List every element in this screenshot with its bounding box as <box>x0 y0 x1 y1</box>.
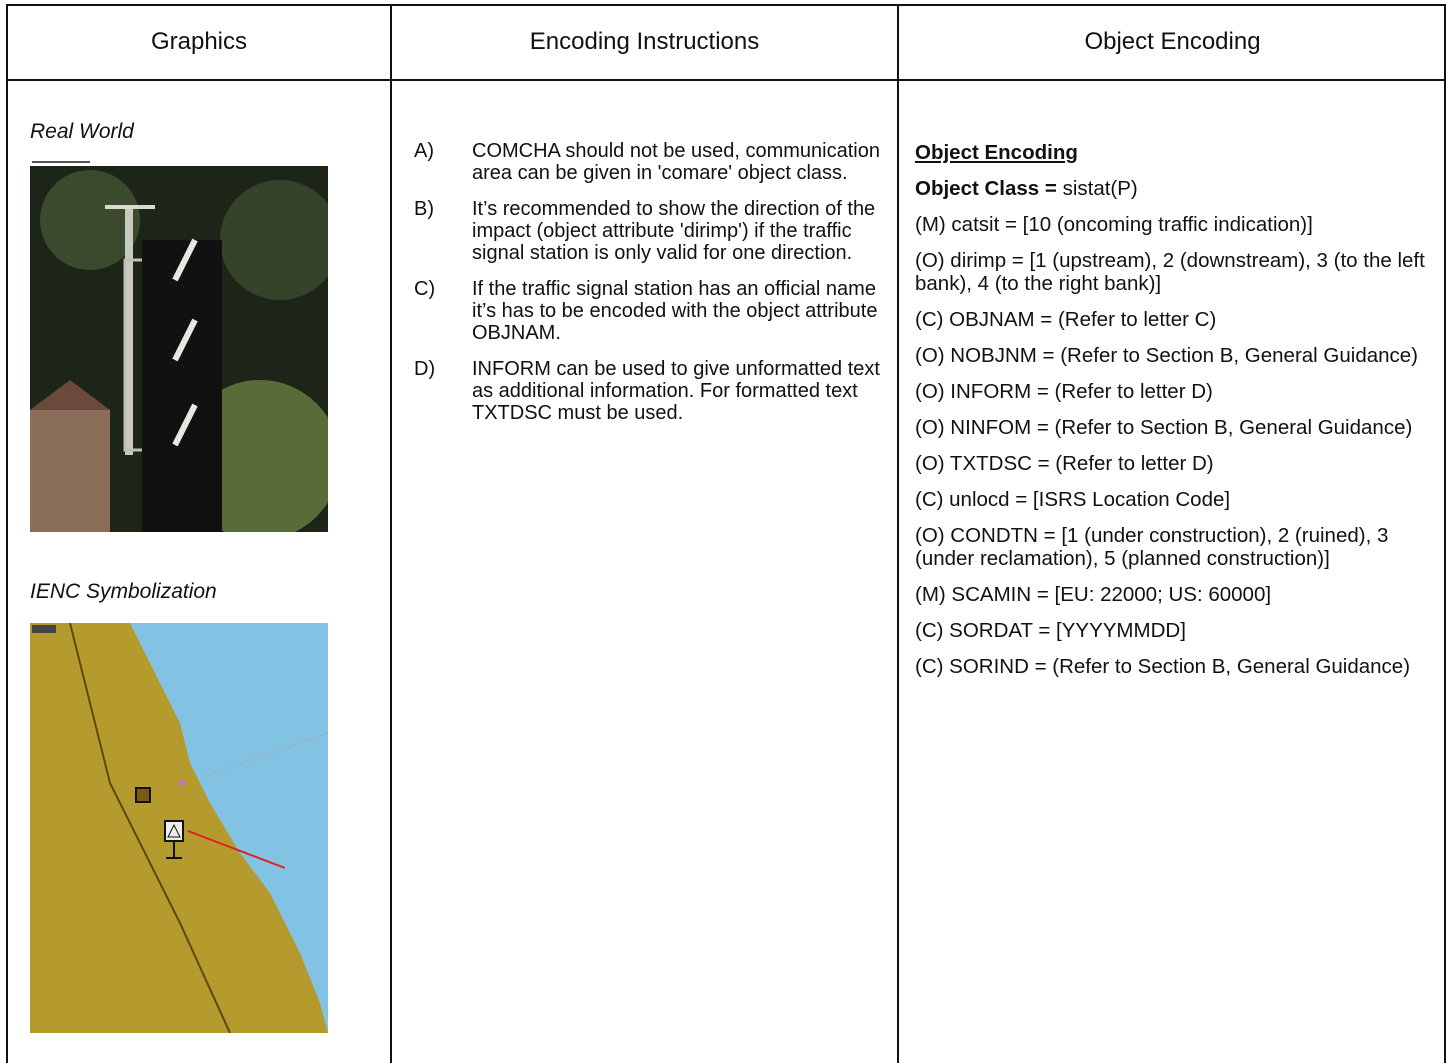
real-world-photo <box>30 161 328 532</box>
attribute-line: (C) SORDAT = [YYYYMMDD] <box>915 619 1186 642</box>
attribute-line: (O) TXTDSC = (Refer to letter D) <box>915 452 1214 475</box>
attribute-line: (O) NOBJNM = (Refer to Section B, Genera… <box>915 344 1419 367</box>
column-divider <box>897 4 899 1063</box>
graphic-caption: Real World <box>30 120 134 143</box>
attribute-line: (C) OBJNAM = (Refer to letter C) <box>915 308 1217 331</box>
header-divider <box>6 79 1446 81</box>
attribute-line: (O) dirimp = [1 (upstream), 2 (downstrea… <box>915 249 1425 295</box>
item-letter: B) <box>414 198 434 220</box>
column-header: Object Encoding <box>1084 28 1261 55</box>
instruction-item: B) It’s recommended to show the direction… <box>414 198 884 264</box>
graphic-caption: IENC Symbolization <box>30 580 217 603</box>
class-value: sistat(P) <box>1062 177 1138 200</box>
instruction-item: A) COMCHA should not be used, communicati… <box>414 140 884 184</box>
column-header: Encoding Instructions <box>529 28 760 55</box>
item-text: INFORM can be used to give unformatted t… <box>472 358 880 424</box>
ienc-symbol-map <box>30 623 328 1033</box>
instruction-item: C) If the traffic signal station has an o… <box>414 278 884 344</box>
instructions: A) COMCHA should not be used, communicati… <box>414 140 884 438</box>
object-class: Object Class = sistat(P) <box>915 177 1430 200</box>
item-text: It’s recommended to show the direction o… <box>472 198 876 264</box>
object-encoding: Object Encoding Object Class = sistat(P)… <box>915 141 1430 691</box>
section-heading: Object Encoding <box>915 141 1078 164</box>
attribute-line: (O) INFORM = (Refer to letter D) <box>915 380 1213 403</box>
attribute-line: (M) SCAMIN = [EU: 22000; US: 60000] <box>915 583 1272 606</box>
item-text: COMCHA should not be used, communication… <box>472 140 880 184</box>
instruction-item: D) INFORM can be used to give unformatted… <box>414 358 884 424</box>
table-frame <box>6 4 1446 1063</box>
attribute-line: (O) CONDTN = [1 (under construction), 2 … <box>915 524 1389 570</box>
column-header: Graphics <box>150 28 248 55</box>
item-letter: C) <box>414 278 436 300</box>
column-divider <box>390 4 392 1063</box>
attribute-line: (C) unlocd = [ISRS Location Code] <box>915 488 1231 511</box>
attribute-line: (O) NINFOM = (Refer to Section B, Genera… <box>915 416 1413 439</box>
attribute-line: (C) SORIND = (Refer to Section B, Genera… <box>915 655 1411 678</box>
item-letter: D) <box>414 358 436 380</box>
item-text: If the traffic signal station has an off… <box>472 278 878 344</box>
class-label: Object Class = <box>915 177 1057 200</box>
item-letter: A) <box>414 140 434 162</box>
attribute-line: (M) catsit = [10 (oncoming traffic indic… <box>915 213 1313 236</box>
